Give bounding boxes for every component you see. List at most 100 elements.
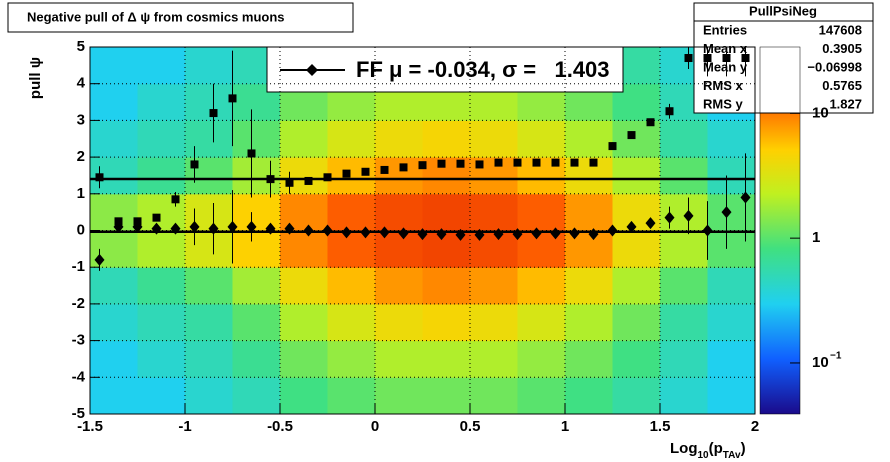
heatmap-cell xyxy=(422,340,471,378)
heatmap-cell xyxy=(137,303,186,342)
data-point xyxy=(94,253,105,266)
heatmap-cell xyxy=(470,193,518,231)
x-tick-label: 1.5 xyxy=(650,418,671,435)
data-point xyxy=(284,222,295,235)
data-point xyxy=(551,158,560,167)
heatmap-cell xyxy=(565,377,613,415)
heatmap-cell xyxy=(327,377,376,415)
data-point xyxy=(170,222,181,235)
data-point xyxy=(380,165,389,174)
data-point xyxy=(361,167,370,176)
data-point xyxy=(360,226,371,239)
data-point xyxy=(113,220,124,233)
data-point xyxy=(151,222,162,235)
heatmap-cell xyxy=(707,157,756,195)
x-tick-label: 0 xyxy=(371,418,379,435)
heatmap-cell xyxy=(90,193,138,231)
y-tick-label: 4 xyxy=(77,75,86,92)
x-tick-label: 0.5 xyxy=(460,418,481,435)
heatmap-cell xyxy=(232,193,281,231)
data-point xyxy=(569,227,580,240)
data-point xyxy=(227,220,238,233)
heatmap-cell xyxy=(185,377,233,415)
data-point xyxy=(722,54,731,63)
heatmap-cell xyxy=(660,157,708,195)
stats-value: 147608 xyxy=(819,22,862,37)
stats-label: RMS x xyxy=(703,78,744,93)
heatmap-cell xyxy=(707,230,756,268)
data-point xyxy=(303,224,314,237)
heatmap-cell xyxy=(280,230,328,268)
heatmap-cell xyxy=(90,340,138,378)
heatmap-cell xyxy=(660,267,708,305)
heatmap-cell xyxy=(707,340,756,378)
x-tick-label: 1 xyxy=(561,418,569,435)
y-tick-label: 3 xyxy=(77,111,85,128)
heatmap-cell xyxy=(232,267,281,305)
heatmap-cell xyxy=(137,340,186,378)
heatmap-cell xyxy=(327,120,376,158)
data-point xyxy=(246,220,257,233)
y-axis-title: pull ψ xyxy=(27,57,44,99)
heatmap-cell xyxy=(565,340,613,378)
x-tick-label: -1.5 xyxy=(77,418,103,435)
heatmap-cell xyxy=(375,120,423,158)
data-point xyxy=(608,142,617,151)
heatmap-cell xyxy=(517,193,566,231)
y-tick-label: 5 xyxy=(77,38,85,55)
heatmap-cell xyxy=(470,377,518,415)
heatmap-cell xyxy=(137,120,186,158)
data-point xyxy=(702,224,713,237)
data-point xyxy=(703,54,712,63)
data-point xyxy=(190,160,199,169)
data-point xyxy=(627,131,636,140)
heatmap-cell xyxy=(565,303,613,342)
data-point xyxy=(417,228,428,241)
z-tick-exponent: −1 xyxy=(830,351,842,362)
heatmap-cell xyxy=(517,230,566,268)
data-point xyxy=(171,195,180,204)
heatmap-cell xyxy=(232,340,281,378)
x-title-part: TAv xyxy=(723,450,741,461)
heatmap-cell xyxy=(232,377,281,415)
data-point xyxy=(95,173,104,182)
heatmap-cell xyxy=(565,193,613,231)
heatmap-cell xyxy=(375,193,423,231)
heatmap-cell xyxy=(517,377,566,415)
title-box xyxy=(7,2,354,33)
data-point xyxy=(265,222,276,235)
data-point xyxy=(209,109,218,118)
heatmap-cell xyxy=(185,83,233,121)
y-tick-label: -3 xyxy=(72,332,85,349)
heatmap-cell xyxy=(137,83,186,121)
stats-label: Entries xyxy=(703,22,747,37)
data-point xyxy=(285,178,294,187)
heatmap-cell xyxy=(90,267,138,305)
heatmap-cell xyxy=(375,267,423,305)
heatmap-cell xyxy=(422,193,471,231)
z-tick-label: 10 xyxy=(812,354,829,371)
heatmap-cell xyxy=(185,120,233,158)
heatmap-cell xyxy=(280,340,328,378)
legend-label: FF μ = -0.034, σ = 1.403 xyxy=(356,57,610,82)
data-point xyxy=(646,118,655,127)
heatmap-cell xyxy=(137,377,186,415)
data-point xyxy=(740,191,751,204)
heatmap-cell xyxy=(612,303,661,342)
legend-marker xyxy=(306,64,318,76)
heatmap-cell xyxy=(517,303,566,342)
y-tick-label: 0 xyxy=(77,221,85,238)
data-point xyxy=(493,228,504,241)
heatmap-cell xyxy=(612,120,661,158)
data-point xyxy=(304,176,313,185)
heatmap-cell xyxy=(232,120,281,158)
heatmap-cell xyxy=(280,303,328,342)
y-tick-label: -1 xyxy=(72,258,85,275)
heatmap-cell xyxy=(707,377,756,415)
heatmap-cell xyxy=(422,267,471,305)
heatmap-cell xyxy=(327,230,376,268)
x-tick-label: -0.5 xyxy=(267,418,293,435)
heatmap-cell xyxy=(90,303,138,342)
color-bar-frame xyxy=(759,46,801,415)
data-point xyxy=(323,173,332,182)
